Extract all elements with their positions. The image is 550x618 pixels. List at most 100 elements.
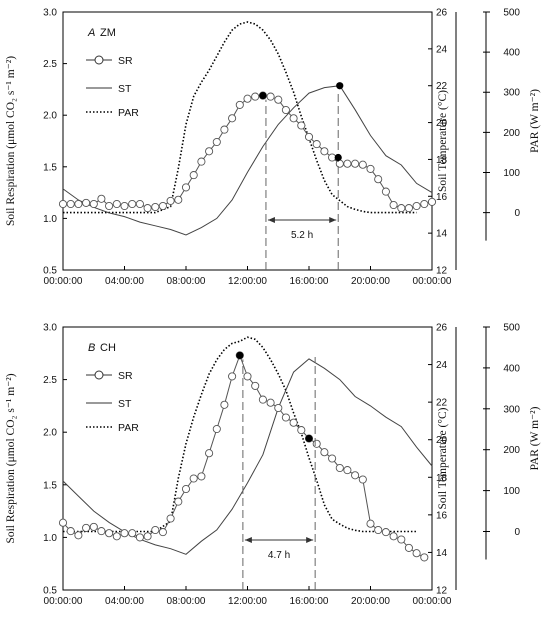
panel-a-sr-point: [351, 159, 360, 168]
panel-a-sr-point: [274, 95, 283, 104]
panel-b-par-tick-label: 500: [503, 323, 520, 334]
panel-a-panel-site: ZM: [100, 27, 116, 39]
panel-b-par-tick-label: 200: [503, 445, 520, 456]
panel-b-sr-tick-label: 2.0: [43, 428, 57, 439]
panel-a-panel-letter: A: [87, 27, 95, 39]
panel-b-sr-point: [320, 448, 329, 457]
panel-b-sr-point: [274, 403, 283, 413]
panel-a-sr-tick-label: 1.0: [43, 214, 57, 225]
panel-a-st-tick-label: 18: [436, 155, 448, 166]
panel-b-sr-tick-label: 0.5: [43, 586, 57, 597]
panel-a-sr-point: [320, 147, 329, 156]
panel-a-sr-point: [112, 199, 121, 209]
panel-b-sr-tick-label: 1.5: [43, 480, 57, 491]
panel-b-sr-point: [297, 426, 306, 435]
panel-b-sr-point: [397, 535, 406, 544]
panel-a-lag-arrowhead-right: [329, 217, 337, 223]
panel-a-sr-point: [312, 140, 321, 149]
panel-b-x-tick-label: 00:00:00: [413, 596, 452, 607]
panel-a-sr-point: [343, 159, 352, 168]
panel-b-lag-arrowhead-left: [244, 537, 252, 543]
panel-a-par-tick-label: 300: [503, 88, 520, 99]
panel-b-peak-marker-sr: [236, 351, 244, 360]
panel-a-plot-frame: [62, 11, 433, 271]
panel-a-st-tick-label: 24: [436, 44, 448, 55]
panel-a-sr-point: [58, 199, 68, 209]
panel-b-sr-point: [251, 381, 260, 390]
panel-a-legend-sr-marker: [94, 55, 104, 65]
panel-a-sr-tick-label: 1.5: [43, 162, 57, 173]
panel-b-sr-point: [212, 424, 221, 434]
panel-b-st-tick-label: 26: [436, 323, 448, 334]
panel-a-legend-par-label: PAR: [118, 107, 139, 119]
panel-b-sr-point: [135, 533, 144, 542]
panel-a-st-tick-label: 14: [436, 229, 448, 240]
panel-a-sr-point: [404, 204, 413, 213]
panel-a-sr-point: [97, 194, 106, 203]
panel-b-sr-point: [66, 527, 75, 536]
panel-a-legend-st-label: ST: [118, 83, 132, 95]
panel-a-sr-point: [366, 164, 375, 173]
panel-a-sr-point: [89, 199, 98, 209]
panel-b-legend-sr-label: SR: [118, 370, 133, 382]
panel-a-st-tick-label: 26: [436, 8, 448, 19]
panel-a-par-axis-title: PAR (W m⁻²): [529, 89, 541, 153]
panel-b-st-tick-label: 24: [436, 360, 448, 371]
panel-b-plot-frame: [62, 326, 433, 591]
panel-a-sr-point: [235, 100, 244, 109]
panel-b-legend-st-label: ST: [118, 398, 132, 410]
panel-a-x-tick-label: 08:00:00: [167, 276, 206, 287]
panel-b-sr-point: [243, 372, 252, 381]
panel-a-sr-point: [381, 187, 390, 196]
panel-b-panel-letter: B: [88, 342, 95, 354]
panel-a-sr-point: [181, 183, 191, 192]
panel-a-sr-point: [197, 157, 206, 166]
panel-a-lag-arrowhead-left: [267, 217, 275, 223]
panel-a-sr-point: [135, 199, 144, 209]
panel-b-sr-point: [181, 484, 191, 494]
panel-a-sr-point: [82, 198, 91, 207]
panel-a-sr-point: [212, 137, 221, 147]
panel-b-sr-point: [366, 519, 375, 528]
panel-b-sr-point: [105, 529, 114, 538]
panel-b-x-tick-label: 20:00:00: [351, 596, 390, 607]
panel-a-sr-point: [297, 121, 306, 130]
panel-b-sr-point: [266, 398, 275, 407]
panel-a-sr-point: [189, 171, 198, 180]
panel-a-series-par-line: [63, 21, 417, 214]
panel-b-sr-point: [74, 531, 83, 540]
panel-b-sr-point: [205, 449, 214, 458]
panel-a-x-tick-label: 16:00:00: [290, 276, 329, 287]
panel-b-series-par-line: [63, 336, 417, 533]
panel-b-sr-tick-label: 2.5: [43, 375, 57, 386]
panel-b-sr-point: [151, 525, 160, 535]
panel-a-st-tick-label: 16: [436, 192, 448, 203]
panel-a-par-tick-label: 100: [503, 168, 520, 179]
panel-a-sr-tick-label: 2.5: [43, 59, 57, 70]
panel-a-par-tick-label: 0: [514, 208, 520, 219]
panel-b-st-tick-label: 18: [436, 473, 448, 484]
panel-b-legend-sr-marker: [94, 370, 104, 380]
panel-a-sr-point: [74, 199, 83, 209]
panel-b-st-tick-label: 12: [436, 586, 448, 597]
panel-a-sr-point: [420, 199, 429, 209]
panel-b-sr-axis-title: Soil Respiration (μmol CO₂ s⁻¹ m⁻²): [5, 373, 17, 543]
panel-b-peak-marker-sr: [305, 434, 313, 443]
panel-b-sr-point: [289, 418, 298, 427]
panel-a-sr-point: [374, 175, 383, 184]
panel-a-sr-point: [412, 201, 421, 211]
panel-a-sr-point: [128, 199, 137, 209]
panel-a-sr-point: [427, 197, 437, 206]
panel-b-sr-point: [258, 395, 267, 404]
panel-a-sr-point: [289, 114, 298, 123]
panel-b-x-tick-label: 12:00:00: [228, 596, 267, 607]
panel-b-par-tick-label: 0: [514, 527, 520, 538]
panel-b-st-tick-label: 14: [436, 548, 448, 559]
panel-a-st-tick-label: 20: [436, 118, 448, 129]
panel-b-sr-tick-label: 1.0: [43, 533, 57, 544]
panel-a-legend-sr-label: SR: [118, 55, 133, 67]
panel-a-x-tick-label: 00:00:00: [413, 276, 452, 287]
panel-b-panel-site: CH: [100, 342, 116, 354]
panel-b-st-axis-title: Soil Temperature (°C): [437, 407, 449, 509]
panel-a-sr-tick-label: 0.5: [43, 266, 57, 277]
